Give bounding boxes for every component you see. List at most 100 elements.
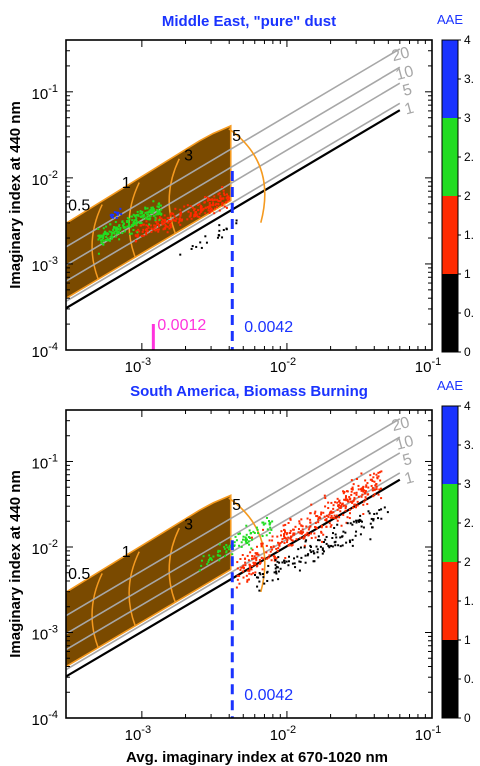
data-point <box>217 193 220 196</box>
data-point <box>130 232 133 235</box>
data-point <box>338 504 341 507</box>
data-point <box>256 528 259 531</box>
data-point <box>135 230 138 233</box>
data-point <box>255 559 258 562</box>
data-point <box>149 209 152 212</box>
data-point <box>128 222 131 225</box>
data-point <box>208 554 211 557</box>
data-point <box>244 561 247 564</box>
data-point <box>177 221 180 224</box>
data-point <box>345 505 348 508</box>
data-point <box>199 208 202 211</box>
data-point <box>108 239 111 242</box>
region-curve <box>168 158 180 234</box>
data-point <box>139 212 142 215</box>
data-point <box>320 513 323 516</box>
data-point <box>369 474 372 477</box>
data-point <box>121 232 124 235</box>
data-point <box>242 566 245 569</box>
data-point <box>361 488 364 491</box>
data-point <box>221 202 224 205</box>
data-point <box>333 541 336 544</box>
data-point <box>210 207 213 210</box>
data-point <box>331 536 334 539</box>
data-point <box>293 557 296 560</box>
data-point <box>218 234 221 237</box>
data-point <box>339 501 342 504</box>
data-point <box>130 224 133 227</box>
data-point <box>378 509 381 512</box>
data-point <box>180 219 183 222</box>
data-point <box>337 505 340 508</box>
data-point <box>174 219 177 222</box>
data-point <box>218 224 221 227</box>
data-point <box>113 230 116 233</box>
data-point <box>169 212 172 215</box>
data-point <box>247 559 250 562</box>
data-point <box>208 205 211 208</box>
data-point <box>378 488 381 491</box>
data-point <box>222 197 225 200</box>
data-point <box>357 488 360 491</box>
data-point <box>146 211 149 214</box>
data-point <box>344 509 347 512</box>
colorbar-band <box>442 118 458 196</box>
data-point <box>309 521 312 524</box>
data-point <box>244 564 247 567</box>
data-point <box>336 501 339 504</box>
data-point <box>198 203 201 206</box>
data-point <box>206 199 209 202</box>
data-point <box>115 232 118 235</box>
data-point <box>193 213 196 216</box>
data-point <box>169 220 172 223</box>
data-point <box>375 473 378 476</box>
region-label: 5 <box>232 497 241 514</box>
data-point <box>242 576 245 579</box>
data-point <box>235 586 238 589</box>
reference-line-label: 1 <box>403 469 416 488</box>
data-point <box>213 195 216 198</box>
data-point <box>367 486 370 489</box>
data-point <box>121 220 124 223</box>
data-point <box>98 236 101 239</box>
data-point <box>243 557 246 560</box>
data-point <box>357 519 360 522</box>
data-point <box>324 519 327 522</box>
marker-label: 0.0012 <box>157 317 206 334</box>
data-point <box>155 213 158 216</box>
colorbar-tick-label: 2. <box>464 150 474 164</box>
data-point <box>106 233 109 236</box>
data-point <box>262 521 265 524</box>
data-point <box>142 234 145 237</box>
data-point <box>117 231 120 234</box>
reference-line <box>66 436 401 635</box>
data-point <box>217 551 220 554</box>
data-point <box>317 556 320 559</box>
data-point <box>110 215 113 218</box>
data-point <box>373 512 376 515</box>
data-point <box>227 548 230 551</box>
data-point <box>330 524 333 527</box>
data-point <box>305 525 308 528</box>
data-point <box>200 210 203 213</box>
data-point <box>289 518 292 521</box>
data-point <box>135 224 138 227</box>
data-point <box>118 224 121 227</box>
data-point <box>233 544 236 547</box>
data-point <box>356 500 359 503</box>
data-point <box>316 539 319 542</box>
data-point <box>118 238 121 241</box>
data-point <box>285 533 288 536</box>
data-point <box>369 478 372 481</box>
data-point <box>344 531 347 534</box>
data-point <box>204 196 207 199</box>
data-point <box>258 589 261 592</box>
data-point <box>130 215 133 218</box>
data-point <box>262 523 265 526</box>
data-point <box>315 545 318 548</box>
x-tick-label: 10-2 <box>270 724 296 744</box>
data-point <box>104 239 107 242</box>
data-point <box>346 498 349 501</box>
data-point <box>115 229 118 232</box>
data-point <box>169 214 172 217</box>
